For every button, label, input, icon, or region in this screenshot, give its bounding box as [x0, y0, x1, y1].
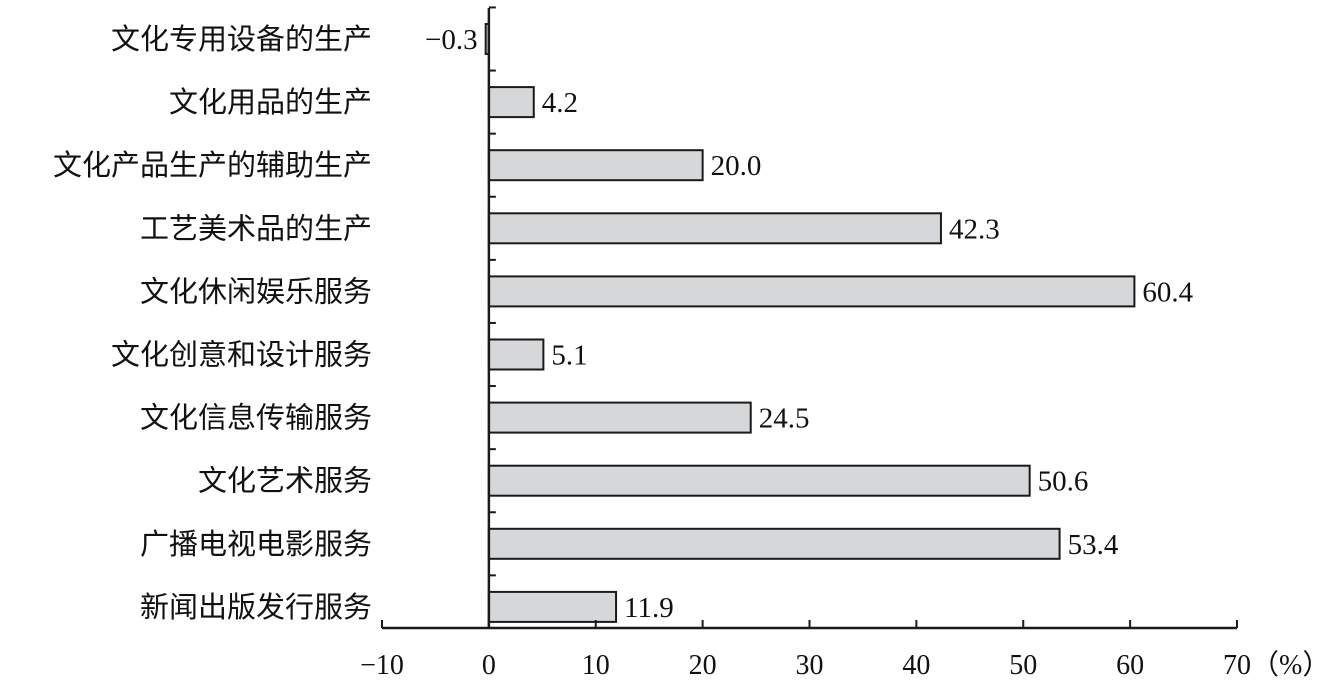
x-tick-label: 60	[1116, 650, 1144, 681]
x-tick-label: 50	[1009, 650, 1037, 681]
x-tick-label: 30	[796, 650, 824, 681]
value-label: 5.1	[551, 340, 587, 372]
category-label: 文化用品的生产	[169, 85, 372, 119]
bar	[487, 149, 704, 182]
x-axis-unit: （%）	[1251, 649, 1330, 681]
value-label: 50.6	[1038, 466, 1089, 498]
bars-layer	[484, 23, 1136, 623]
category-labels: 文化专用设备的生产文化用品的生产文化产品生产的辅助生产工艺美术品的生产文化休闲娱…	[53, 22, 372, 624]
x-tick-label: 70	[1223, 650, 1251, 681]
bar	[487, 275, 1136, 308]
category-label: 文化创意和设计服务	[111, 338, 372, 372]
x-tick-label: 40	[902, 650, 930, 681]
value-label: 11.9	[624, 592, 674, 624]
x-tick-label: 0	[482, 650, 496, 681]
x-tick-label: 10	[582, 650, 610, 681]
category-label: 工艺美术品的生产	[140, 211, 372, 245]
x-tick-label: −10	[360, 650, 404, 681]
category-label: 新闻出版发行服务	[140, 590, 372, 624]
bar	[487, 527, 1061, 560]
bar	[487, 590, 618, 623]
x-tick-label: 20	[689, 650, 717, 681]
bar	[487, 212, 942, 245]
value-label: 60.4	[1142, 276, 1193, 308]
category-label: 文化休闲娱乐服务	[140, 274, 372, 308]
category-label: 文化艺术服务	[198, 464, 372, 498]
bar	[487, 338, 545, 371]
category-label: 文化产品生产的辅助生产	[53, 148, 372, 182]
value-labels: −0.3 4.2 20.0 42.3 60.4 5.1 24.5 50.6 53.4 11.9	[425, 24, 1194, 624]
value-label: 42.3	[949, 213, 1000, 245]
bar	[487, 464, 1031, 497]
category-label: 文化专用设备的生产	[111, 22, 372, 56]
x-axis-ticks: −10 0 10 20 30 40 50 60 70	[360, 6, 1251, 681]
bar	[487, 86, 535, 119]
bar	[487, 401, 752, 434]
value-label: 4.2	[542, 87, 578, 119]
value-label: −0.3	[425, 24, 478, 56]
category-label: 广播电视电影服务	[140, 527, 372, 561]
value-label: 53.4	[1068, 529, 1119, 561]
category-label: 文化信息传输服务	[140, 401, 372, 435]
value-label: 24.5	[759, 403, 810, 435]
value-label: 20.0	[711, 150, 762, 182]
